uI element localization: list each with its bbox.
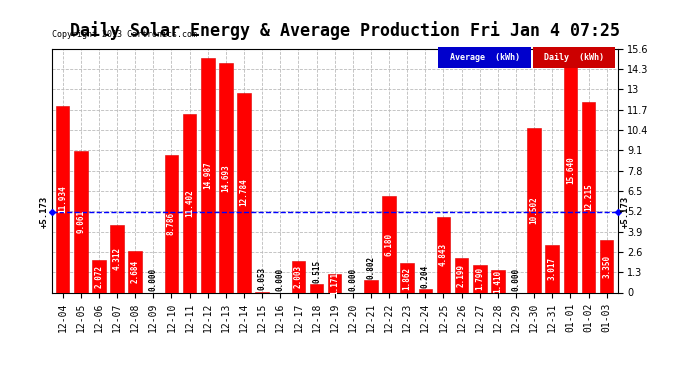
Text: 1.410: 1.410: [493, 270, 502, 293]
Text: 0.204: 0.204: [421, 265, 430, 288]
Text: 2.003: 2.003: [294, 265, 303, 288]
Text: Average  (kWh): Average (kWh): [450, 53, 520, 62]
Text: 0.000: 0.000: [511, 268, 520, 291]
Bar: [455, 258, 469, 292]
Text: 4.843: 4.843: [439, 243, 448, 266]
Text: 2.684: 2.684: [130, 260, 139, 283]
Bar: [56, 106, 70, 292]
Text: +5.173: +5.173: [621, 195, 630, 228]
Text: Daily  (kWh): Daily (kWh): [544, 53, 604, 62]
Text: Daily Solar Energy & Average Production Fri Jan 4 07:25: Daily Solar Energy & Average Production …: [70, 21, 620, 40]
Bar: [437, 217, 451, 292]
Text: 6.180: 6.180: [384, 232, 393, 256]
Bar: [219, 63, 233, 292]
Bar: [600, 240, 613, 292]
Bar: [527, 128, 541, 292]
Text: 0.000: 0.000: [149, 268, 158, 291]
Text: 1.862: 1.862: [403, 266, 412, 290]
Text: 1.171: 1.171: [330, 272, 339, 295]
Text: 0.000: 0.000: [348, 268, 357, 291]
Text: 0.802: 0.802: [366, 256, 375, 279]
Text: 3.017: 3.017: [548, 257, 557, 280]
Text: 4.312: 4.312: [112, 247, 121, 270]
Bar: [400, 263, 414, 292]
Text: 2.072: 2.072: [95, 265, 103, 288]
Text: 0.515: 0.515: [312, 260, 321, 283]
Text: 0.000: 0.000: [276, 268, 285, 291]
Text: 12.784: 12.784: [239, 179, 248, 207]
Bar: [237, 93, 250, 292]
Bar: [491, 270, 504, 292]
Bar: [92, 260, 106, 292]
Text: 11.934: 11.934: [58, 185, 67, 213]
Bar: [201, 58, 215, 292]
Bar: [546, 245, 559, 292]
Text: 1.790: 1.790: [475, 267, 484, 290]
Text: 2.199: 2.199: [457, 264, 466, 287]
Bar: [292, 261, 305, 292]
Bar: [74, 151, 88, 292]
Bar: [473, 264, 486, 292]
Bar: [582, 102, 595, 292]
Text: 8.786: 8.786: [167, 212, 176, 236]
Bar: [310, 285, 324, 292]
Text: 9.061: 9.061: [77, 210, 86, 233]
Text: Copyright 2013 Cartronics.com: Copyright 2013 Cartronics.com: [52, 30, 197, 39]
Bar: [328, 274, 342, 292]
Text: 14.693: 14.693: [221, 164, 230, 192]
Text: 12.215: 12.215: [584, 183, 593, 211]
Bar: [110, 225, 124, 292]
Text: 15.640: 15.640: [566, 156, 575, 184]
Text: +5.173: +5.173: [39, 195, 48, 228]
Bar: [364, 280, 377, 292]
Bar: [165, 155, 178, 292]
Text: 10.502: 10.502: [530, 196, 539, 224]
Bar: [419, 290, 432, 292]
Text: 0.053: 0.053: [257, 267, 266, 290]
Text: 14.987: 14.987: [204, 162, 213, 189]
Bar: [564, 48, 578, 292]
Text: 3.350: 3.350: [602, 255, 611, 278]
Bar: [382, 196, 396, 292]
Text: 11.402: 11.402: [185, 189, 194, 217]
Bar: [183, 114, 197, 292]
Bar: [128, 251, 142, 292]
